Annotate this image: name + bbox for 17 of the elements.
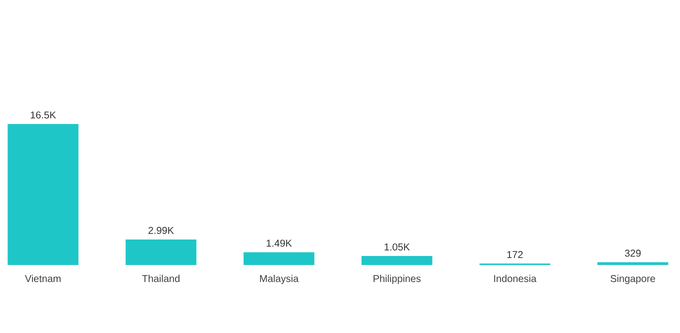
bar [362,256,432,265]
x-tick-label: Vietnam [24,274,61,282]
x-tick-label: Malaysia [260,274,299,284]
data-label: 2.99K [148,226,174,234]
bar [244,252,314,265]
data-label: 1.49K [266,240,292,247]
bar [597,262,668,265]
data-label: 16.5K [30,111,56,119]
x-tick-label: Singapore [610,274,656,284]
data-label: 172 [507,251,523,258]
bar [126,239,196,265]
data-label: 329 [624,250,641,257]
data-label: 1.05K [384,243,410,251]
x-tick-label: Philippines [374,274,421,284]
x-tick-label: Indonesia [494,274,536,282]
bar [8,124,78,265]
x-tick-label: Thailand [142,274,180,282]
